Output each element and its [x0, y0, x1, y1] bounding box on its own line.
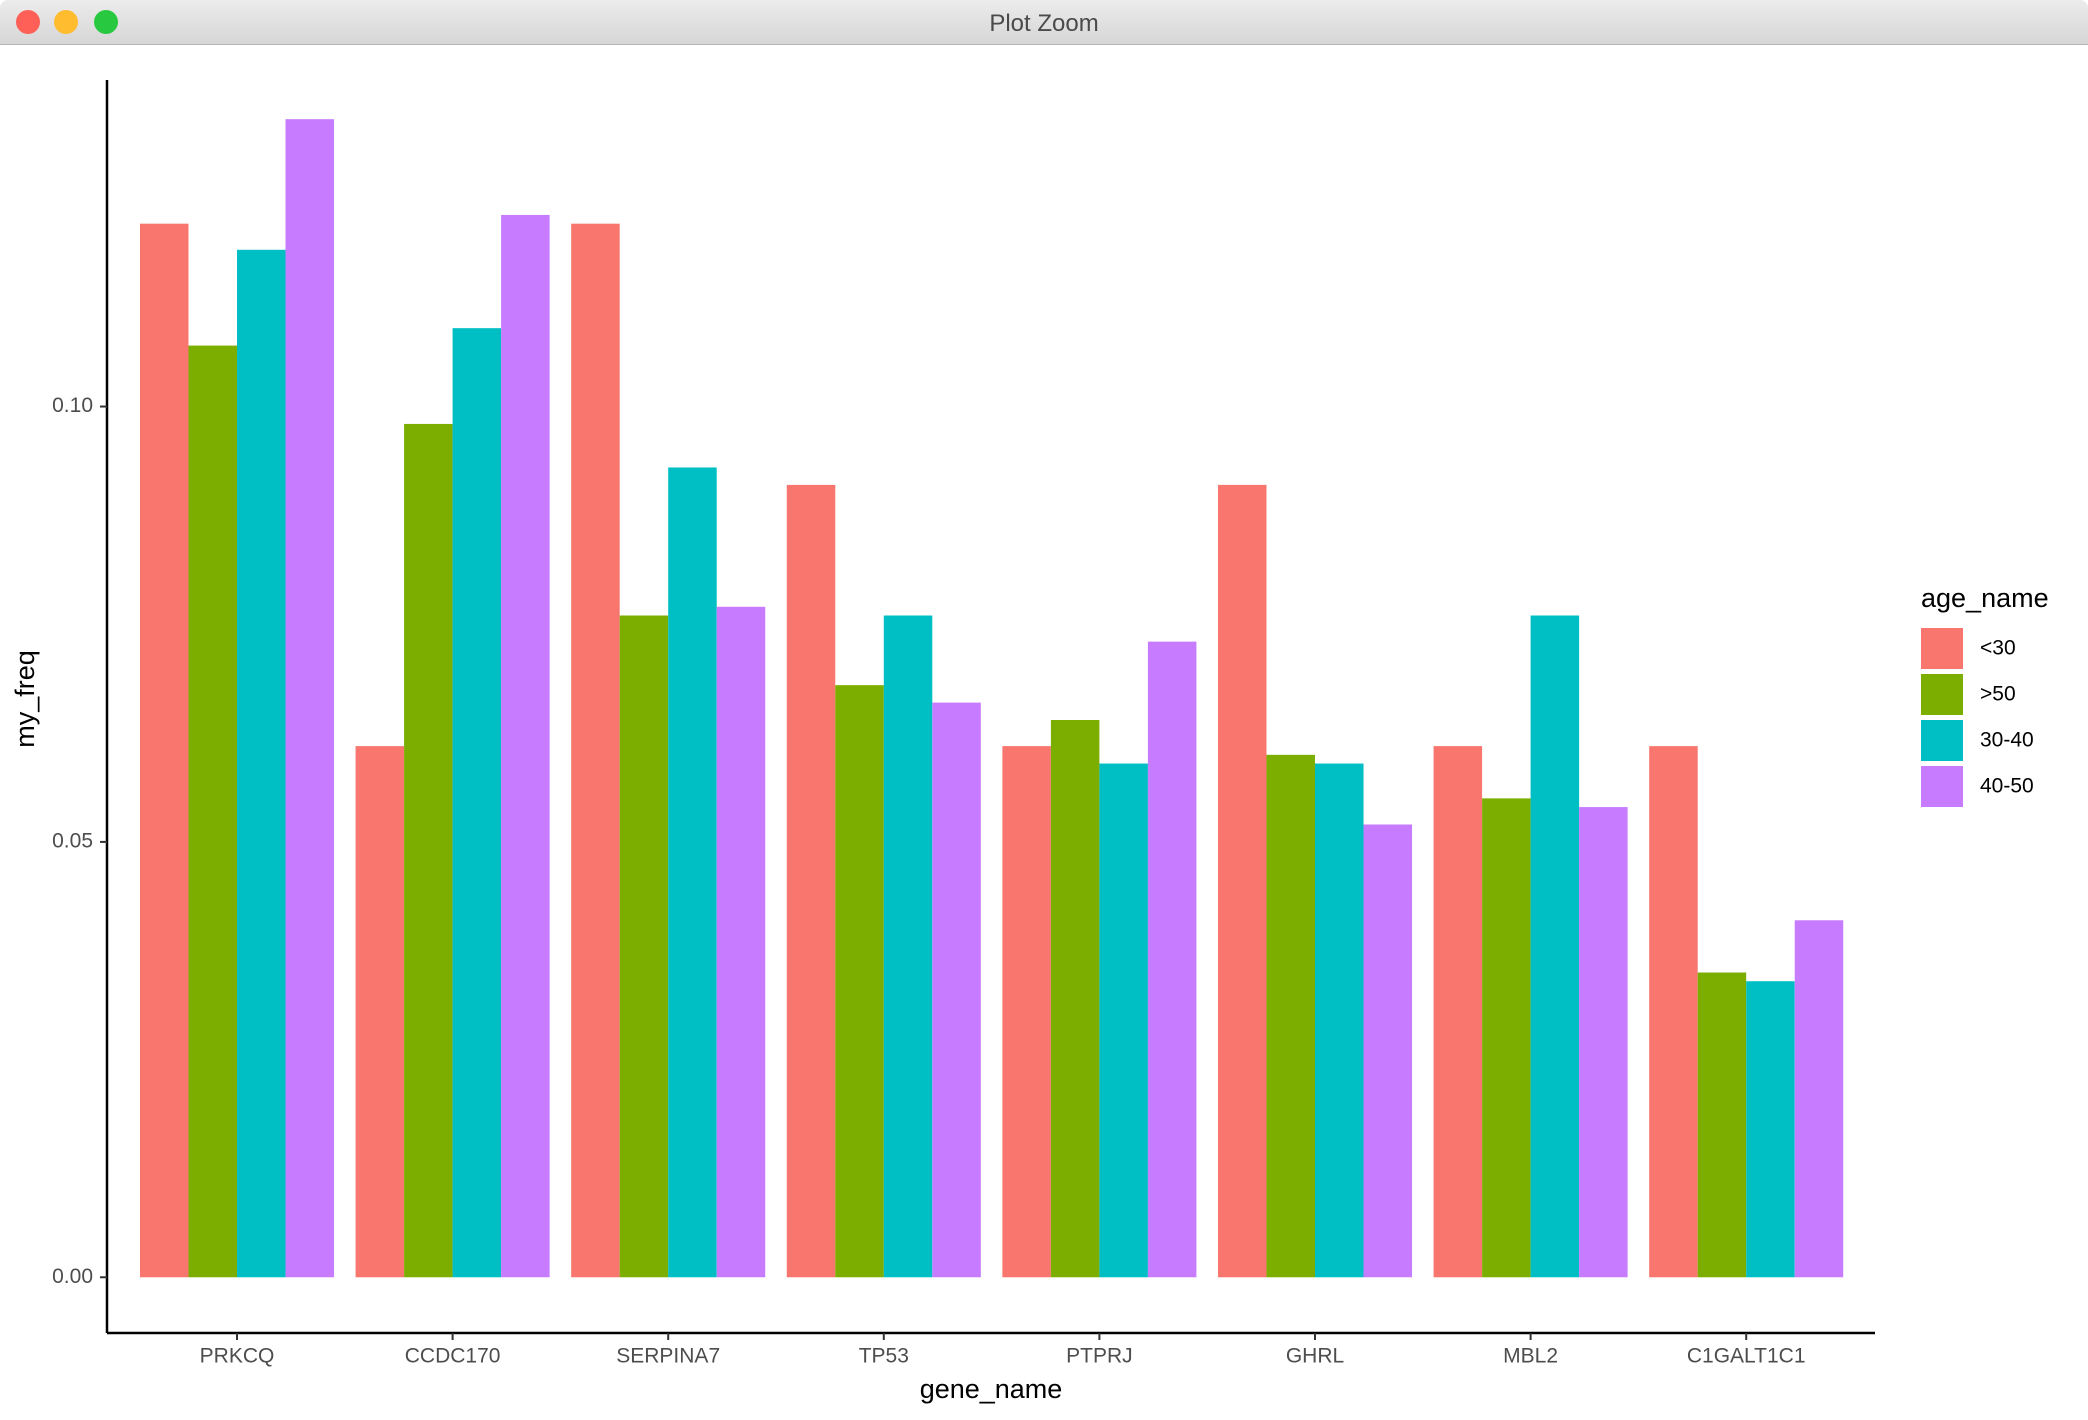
legend-title: age_name [1921, 583, 2049, 613]
legend-key [1921, 720, 1963, 761]
bar [1266, 754, 1315, 1278]
x-tick-label: PTPRJ [1066, 1345, 1133, 1368]
bar [883, 615, 933, 1278]
y-tick-label: 0.10 [52, 394, 93, 417]
x-tick-label: C1GALT1C1 [1687, 1345, 1806, 1368]
bar [1363, 824, 1413, 1278]
legend-key [1921, 674, 1963, 715]
bar [932, 702, 981, 1278]
bar [139, 223, 189, 1278]
bar [1746, 981, 1795, 1278]
bar [285, 119, 335, 1278]
bar [1697, 972, 1747, 1278]
bar [1050, 719, 1100, 1278]
x-axis-title: gene_name [920, 1374, 1063, 1404]
bar [188, 345, 237, 1278]
legend-label: >50 [1980, 683, 2016, 706]
close-button[interactable] [16, 10, 40, 34]
legend-label: 30-40 [1980, 729, 2034, 752]
y-tick-label: 0.00 [52, 1265, 93, 1288]
bar [1530, 615, 1580, 1278]
bar [1217, 484, 1267, 1278]
bar [835, 685, 884, 1278]
window-title: Plot Zoom [989, 10, 1099, 37]
legend-key [1921, 766, 1963, 807]
legend-key [1921, 628, 1963, 669]
bar [1794, 920, 1844, 1278]
bar [1002, 746, 1051, 1278]
bar [1147, 641, 1197, 1278]
y-axis-title: my_freq [10, 650, 40, 748]
x-tick-label: TP53 [859, 1345, 909, 1368]
bar [1315, 763, 1364, 1278]
bar [404, 423, 453, 1278]
y-tick-label: 0.05 [52, 829, 93, 852]
bar [1649, 746, 1698, 1278]
bar [1482, 798, 1531, 1278]
zoom-button[interactable] [94, 10, 118, 34]
legend-label: 40-50 [1980, 775, 2034, 798]
bar [237, 249, 286, 1278]
bar [1579, 807, 1628, 1278]
bar [1099, 763, 1148, 1278]
x-tick-label: MBL2 [1503, 1345, 1558, 1368]
x-tick-label: PRKCQ [200, 1345, 275, 1368]
bar [619, 615, 669, 1278]
x-tick-label: SERPINA7 [616, 1345, 720, 1368]
bar [786, 484, 836, 1278]
x-tick-label: CCDC170 [405, 1345, 501, 1368]
minimize-button[interactable] [54, 10, 78, 34]
bar [571, 223, 620, 1278]
x-tick-label: GHRL [1286, 1345, 1344, 1368]
bar [668, 467, 717, 1278]
bar [452, 328, 502, 1278]
legend-label: <30 [1980, 637, 2016, 660]
bar [501, 214, 550, 1278]
bar [716, 606, 766, 1278]
bar [1433, 746, 1483, 1278]
title-bar: Plot Zoom [0, 0, 2088, 45]
bar [355, 746, 405, 1278]
